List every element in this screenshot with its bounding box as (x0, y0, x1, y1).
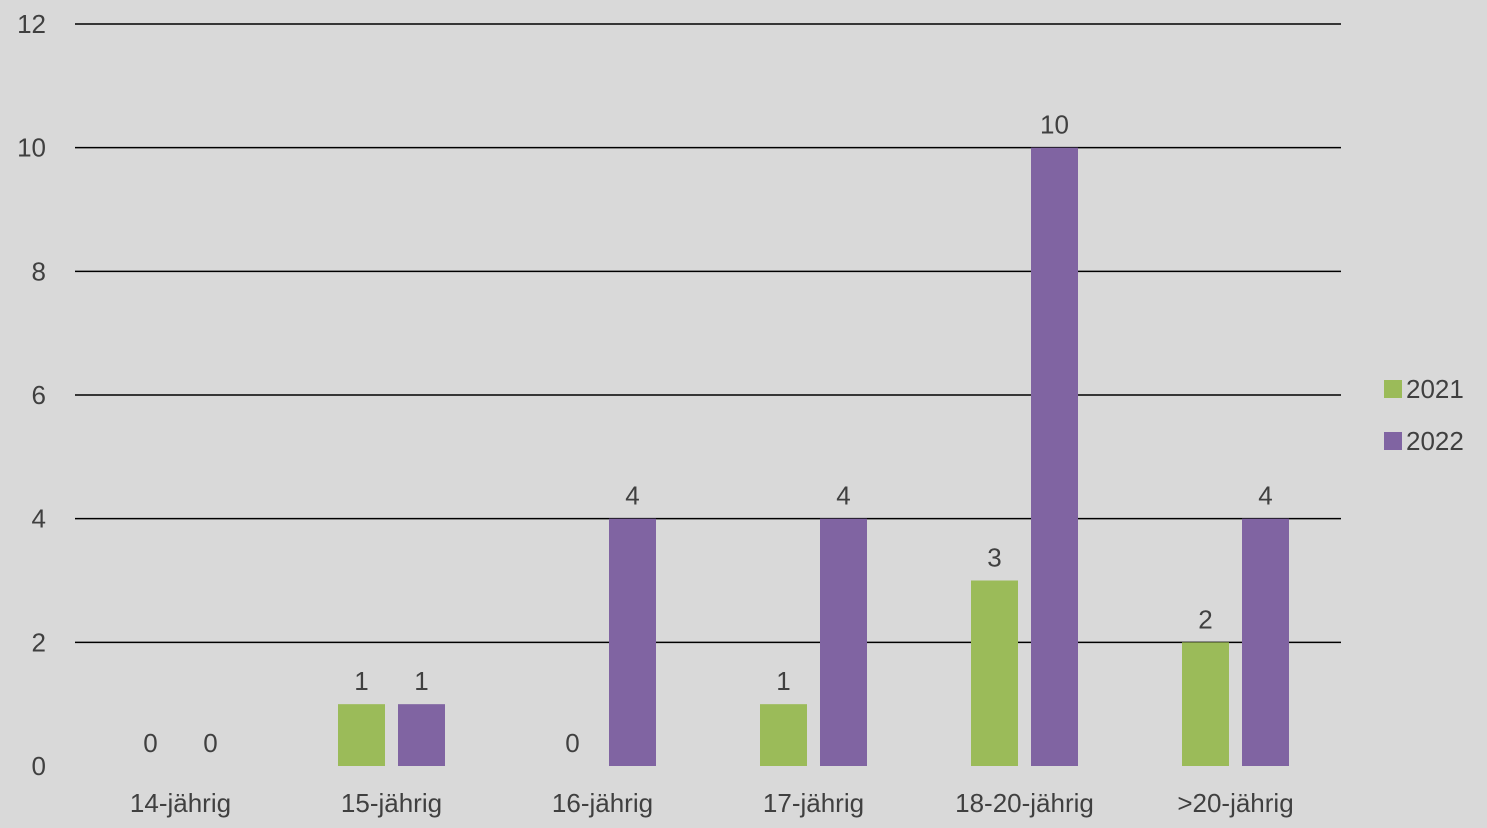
y-axis-tick-labels: 0 2 4 6 8 10 12 (17, 9, 46, 781)
legend-label: 2022 (1406, 426, 1464, 456)
data-label: 4 (625, 481, 639, 511)
y-tick-label: 0 (32, 751, 46, 781)
y-tick-label: 2 (32, 627, 46, 657)
data-label: 1 (776, 666, 790, 696)
bar-2022-3 (820, 518, 867, 766)
bar-2022-4 (1031, 147, 1078, 766)
x-category-label: 18-20-jährig (955, 788, 1094, 818)
legend-label: 2021 (1406, 374, 1464, 404)
data-label: 3 (987, 543, 1001, 573)
bar-2022-5 (1242, 518, 1289, 766)
gridlines (75, 23, 1341, 644)
x-category-label: 17-jährig (763, 788, 864, 818)
bar-2022-2 (609, 518, 656, 766)
y-tick-label: 6 (32, 380, 46, 410)
bar-2021-4 (971, 580, 1018, 766)
legend-swatch-2021 (1384, 380, 1402, 398)
bar-2021-5 (1182, 642, 1229, 766)
data-label: 0 (203, 728, 217, 758)
x-category-label: 16-jährig (552, 788, 653, 818)
data-label: 0 (565, 728, 579, 758)
y-tick-label: 10 (17, 133, 46, 163)
y-tick-label: 12 (17, 9, 46, 39)
data-label: 1 (414, 666, 428, 696)
bar-2021-1 (338, 704, 385, 766)
legend: 2021 2022 (1384, 374, 1464, 456)
data-label: 2 (1198, 604, 1212, 634)
data-label: 4 (1258, 481, 1272, 511)
data-label: 0 (143, 728, 157, 758)
y-tick-label: 8 (32, 256, 46, 286)
x-category-label: 14-jährig (130, 788, 231, 818)
bar-2021-3 (760, 704, 807, 766)
x-axis-category-labels: 14-jährig 15-jährig 16-jährig 17-jährig 18-2… (130, 788, 1294, 818)
y-tick-label: 4 (32, 504, 46, 534)
data-label: 4 (836, 481, 850, 511)
x-category-label: 15-jährig (341, 788, 442, 818)
bars (338, 147, 1289, 766)
bar-2022-1 (398, 704, 445, 766)
x-category-label: >20-jährig (1177, 788, 1293, 818)
data-label: 10 (1040, 110, 1069, 140)
data-label: 1 (354, 666, 368, 696)
legend-swatch-2022 (1384, 432, 1402, 450)
